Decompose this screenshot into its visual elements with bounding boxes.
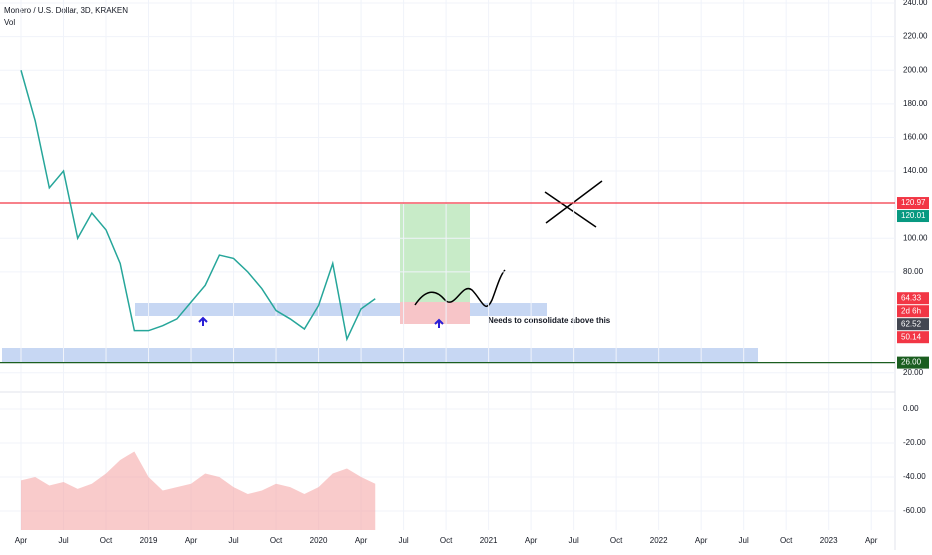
y2-tick-label: -40.00 [903,472,926,481]
y-tick-label: 100.00 [903,233,928,242]
price-label-bg [897,210,929,223]
stop-zone [400,302,470,324]
target-zone [400,204,470,302]
x-tick-label: 2023 [820,536,838,545]
y-tick-label: 240.00 [903,0,928,7]
price-line [20,70,376,342]
x-tick-label: Apr [15,536,28,545]
x-tick-label: Apr [865,536,878,545]
y2-tick-label: -20.00 [903,438,926,447]
subtitle: Vol [4,18,15,27]
annotation: Needs to consolidate above this [488,316,611,325]
x-tick-label: Jul [228,536,238,545]
x-tick-label: Jul [58,536,68,545]
y-tick-label: 160.00 [903,133,928,142]
price-label: 62.52 [901,319,922,328]
x-tick-label: 2020 [310,536,328,545]
y-tick-label: 200.00 [903,65,928,74]
x-tick-label: Apr [185,536,198,545]
x-tick-label: Apr [695,536,708,545]
x-tick-label: Oct [780,536,793,545]
price-label: 120.01 [901,211,926,220]
projection-curve [414,269,506,307]
price-label-bg [897,197,929,210]
price-label: 26.00 [901,358,922,367]
price-label-bg [897,292,929,305]
x-tick-label: Jul [569,536,579,545]
x-tick-label: Jul [398,536,408,545]
countdown-bg [897,305,929,318]
y2-tick-label: -60.00 [903,506,926,515]
countdown: 2d 6h [901,306,921,315]
y-tick-label: 20.00 [903,368,924,377]
price-label-bg [897,331,929,344]
y-tick-label: 180.00 [903,99,928,108]
volume-area [21,451,376,530]
y-tick-label: 80.00 [903,267,924,276]
price-label-bg [897,318,929,331]
x-tick-label: Oct [270,536,283,545]
y-tick-label: 220.00 [903,32,928,41]
title: Monero / U.S. Dollar, 3D, KRAKEN [4,6,128,15]
x-tick-label: 2019 [140,536,158,545]
cross [544,191,597,228]
arrow [198,316,208,326]
x-tick-label: 2021 [480,536,498,545]
arrow [434,318,444,328]
x-tick-label: Apr [525,536,538,545]
x-tick-label: Oct [610,536,623,545]
price-label: 120.97 [901,198,926,207]
support-zone [2,348,758,362]
y-tick-label: 140.00 [903,166,928,175]
x-tick-label: Jul [739,536,749,545]
price-label-bg [897,356,929,369]
x-tick-label: Apr [355,536,368,545]
x-tick-label: Oct [440,536,453,545]
y2-tick-label: 0.00 [903,404,919,413]
x-tick-label: 2022 [650,536,668,545]
price-label: 50.14 [901,332,922,341]
x-tick-label: Oct [100,536,113,545]
price-label: 64.33 [901,293,922,302]
